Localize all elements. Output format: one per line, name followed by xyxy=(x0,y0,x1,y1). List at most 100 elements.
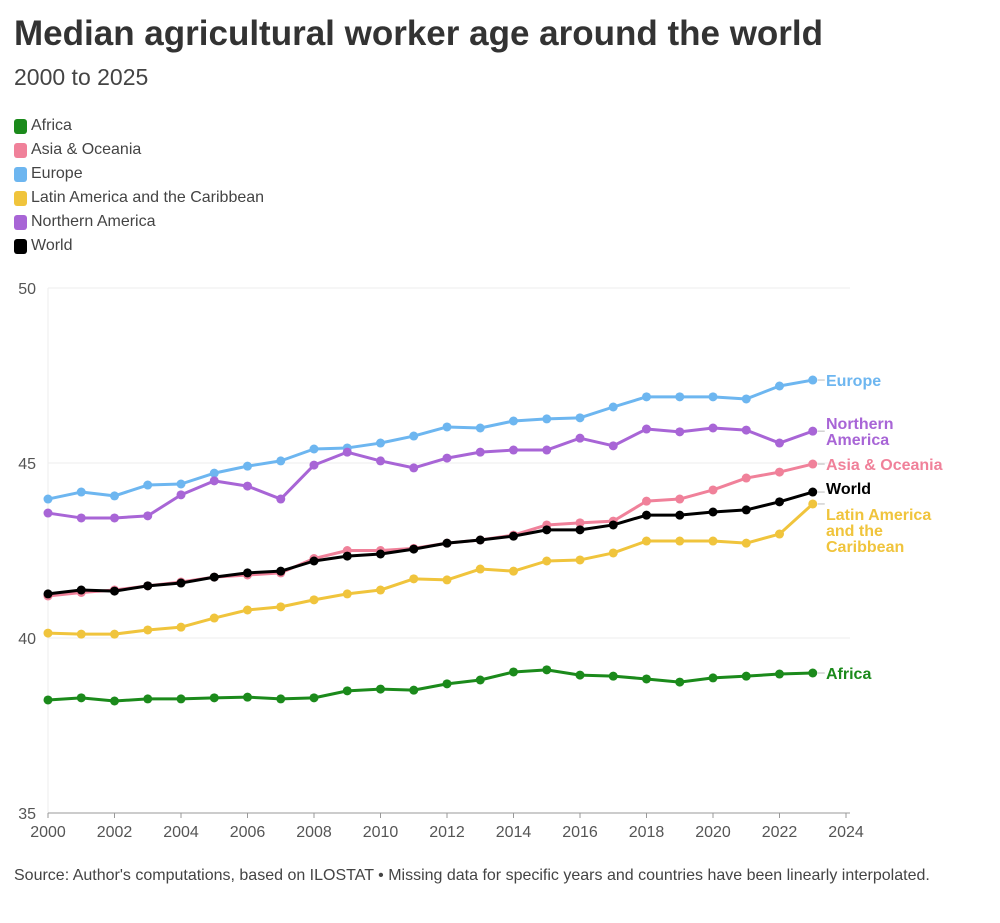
data-point xyxy=(608,441,618,451)
series-line xyxy=(47,502,814,636)
data-point xyxy=(276,602,286,612)
x-tick-label: 2010 xyxy=(363,824,399,841)
data-point xyxy=(342,447,352,457)
data-point xyxy=(475,535,485,545)
data-point xyxy=(675,427,685,437)
legend-label: World xyxy=(31,237,73,254)
data-point xyxy=(608,671,618,681)
source-note: Source: Author's computations, based on … xyxy=(14,867,930,884)
data-point xyxy=(376,684,385,694)
data-point xyxy=(775,669,784,679)
series-end-label: and the xyxy=(826,523,883,540)
legend-label: Asia & Oceania xyxy=(31,141,142,158)
data-point xyxy=(808,426,818,436)
data-point xyxy=(376,585,385,595)
legend-swatch xyxy=(14,166,27,182)
data-point xyxy=(608,520,618,530)
series-end-label: Asia & Oceania xyxy=(826,457,943,474)
data-point xyxy=(342,551,352,561)
data-point xyxy=(808,487,818,497)
series-end-label: Africa xyxy=(826,666,871,683)
x-tick-label: 2022 xyxy=(762,824,798,841)
data-point xyxy=(176,479,186,489)
data-point xyxy=(542,525,552,535)
data-point xyxy=(509,566,518,576)
data-point xyxy=(509,531,518,541)
data-point xyxy=(775,497,784,507)
y-tick-label: 50 xyxy=(18,281,36,298)
data-point xyxy=(409,463,419,473)
legend-label: Latin America and the Caribbean xyxy=(31,189,265,206)
data-point xyxy=(741,505,751,515)
data-point xyxy=(542,414,552,424)
data-point xyxy=(575,433,585,443)
legend-swatch xyxy=(14,238,27,254)
series-end-label: World xyxy=(826,481,871,498)
data-point xyxy=(176,694,186,704)
data-point xyxy=(708,673,718,683)
data-point xyxy=(675,494,685,504)
series-end-label: Latin America xyxy=(826,507,931,524)
x-tick-label: 2016 xyxy=(562,824,598,841)
data-point xyxy=(642,674,651,684)
data-point xyxy=(176,490,186,500)
data-point xyxy=(542,556,552,566)
data-point xyxy=(775,438,784,448)
data-point xyxy=(110,586,119,596)
data-point xyxy=(442,679,452,689)
data-point xyxy=(442,538,452,548)
legend-label: Northern America xyxy=(31,213,156,230)
legend-item: World xyxy=(14,234,264,258)
data-point xyxy=(342,589,352,599)
data-point xyxy=(708,423,718,433)
data-point xyxy=(808,499,818,509)
data-point xyxy=(575,525,585,535)
x-tick-label: 2002 xyxy=(97,824,133,841)
data-point xyxy=(376,438,385,448)
data-point xyxy=(741,473,751,483)
data-point xyxy=(642,510,651,520)
series-end-label: America xyxy=(826,432,889,449)
data-point xyxy=(542,445,552,455)
data-point xyxy=(575,518,585,528)
series-line xyxy=(47,426,814,520)
data-point xyxy=(76,629,86,639)
data-point xyxy=(808,668,818,678)
data-point xyxy=(708,392,718,402)
series-end-label: Caribbean xyxy=(826,539,904,556)
data-point xyxy=(376,456,385,466)
data-point xyxy=(675,392,685,402)
data-point xyxy=(442,575,452,585)
x-tick-label: 2020 xyxy=(695,824,731,841)
data-point xyxy=(708,507,718,517)
data-point xyxy=(243,481,252,491)
data-point xyxy=(110,696,119,706)
legend-label: Africa xyxy=(31,117,72,134)
data-point xyxy=(741,394,751,404)
data-point xyxy=(143,694,153,704)
data-point xyxy=(675,677,685,687)
data-point xyxy=(209,476,219,486)
data-point xyxy=(775,381,784,391)
x-tick-label: 2012 xyxy=(429,824,465,841)
series-line xyxy=(47,490,814,596)
series-line xyxy=(47,378,814,501)
data-point xyxy=(642,536,651,546)
data-point xyxy=(741,425,751,435)
data-point xyxy=(76,487,86,497)
data-point xyxy=(209,613,219,623)
data-point xyxy=(143,581,153,591)
data-point xyxy=(209,468,219,478)
data-point xyxy=(110,513,119,523)
data-point xyxy=(675,536,685,546)
data-point xyxy=(775,529,784,539)
data-point xyxy=(509,667,518,677)
data-point xyxy=(708,485,718,495)
y-tick-label: 40 xyxy=(18,631,36,648)
legend-label: Europe xyxy=(31,165,83,182)
data-point xyxy=(176,578,186,588)
data-point xyxy=(209,572,219,582)
data-point xyxy=(76,693,86,703)
data-point xyxy=(475,447,485,457)
series-end-label: Europe xyxy=(826,373,881,390)
